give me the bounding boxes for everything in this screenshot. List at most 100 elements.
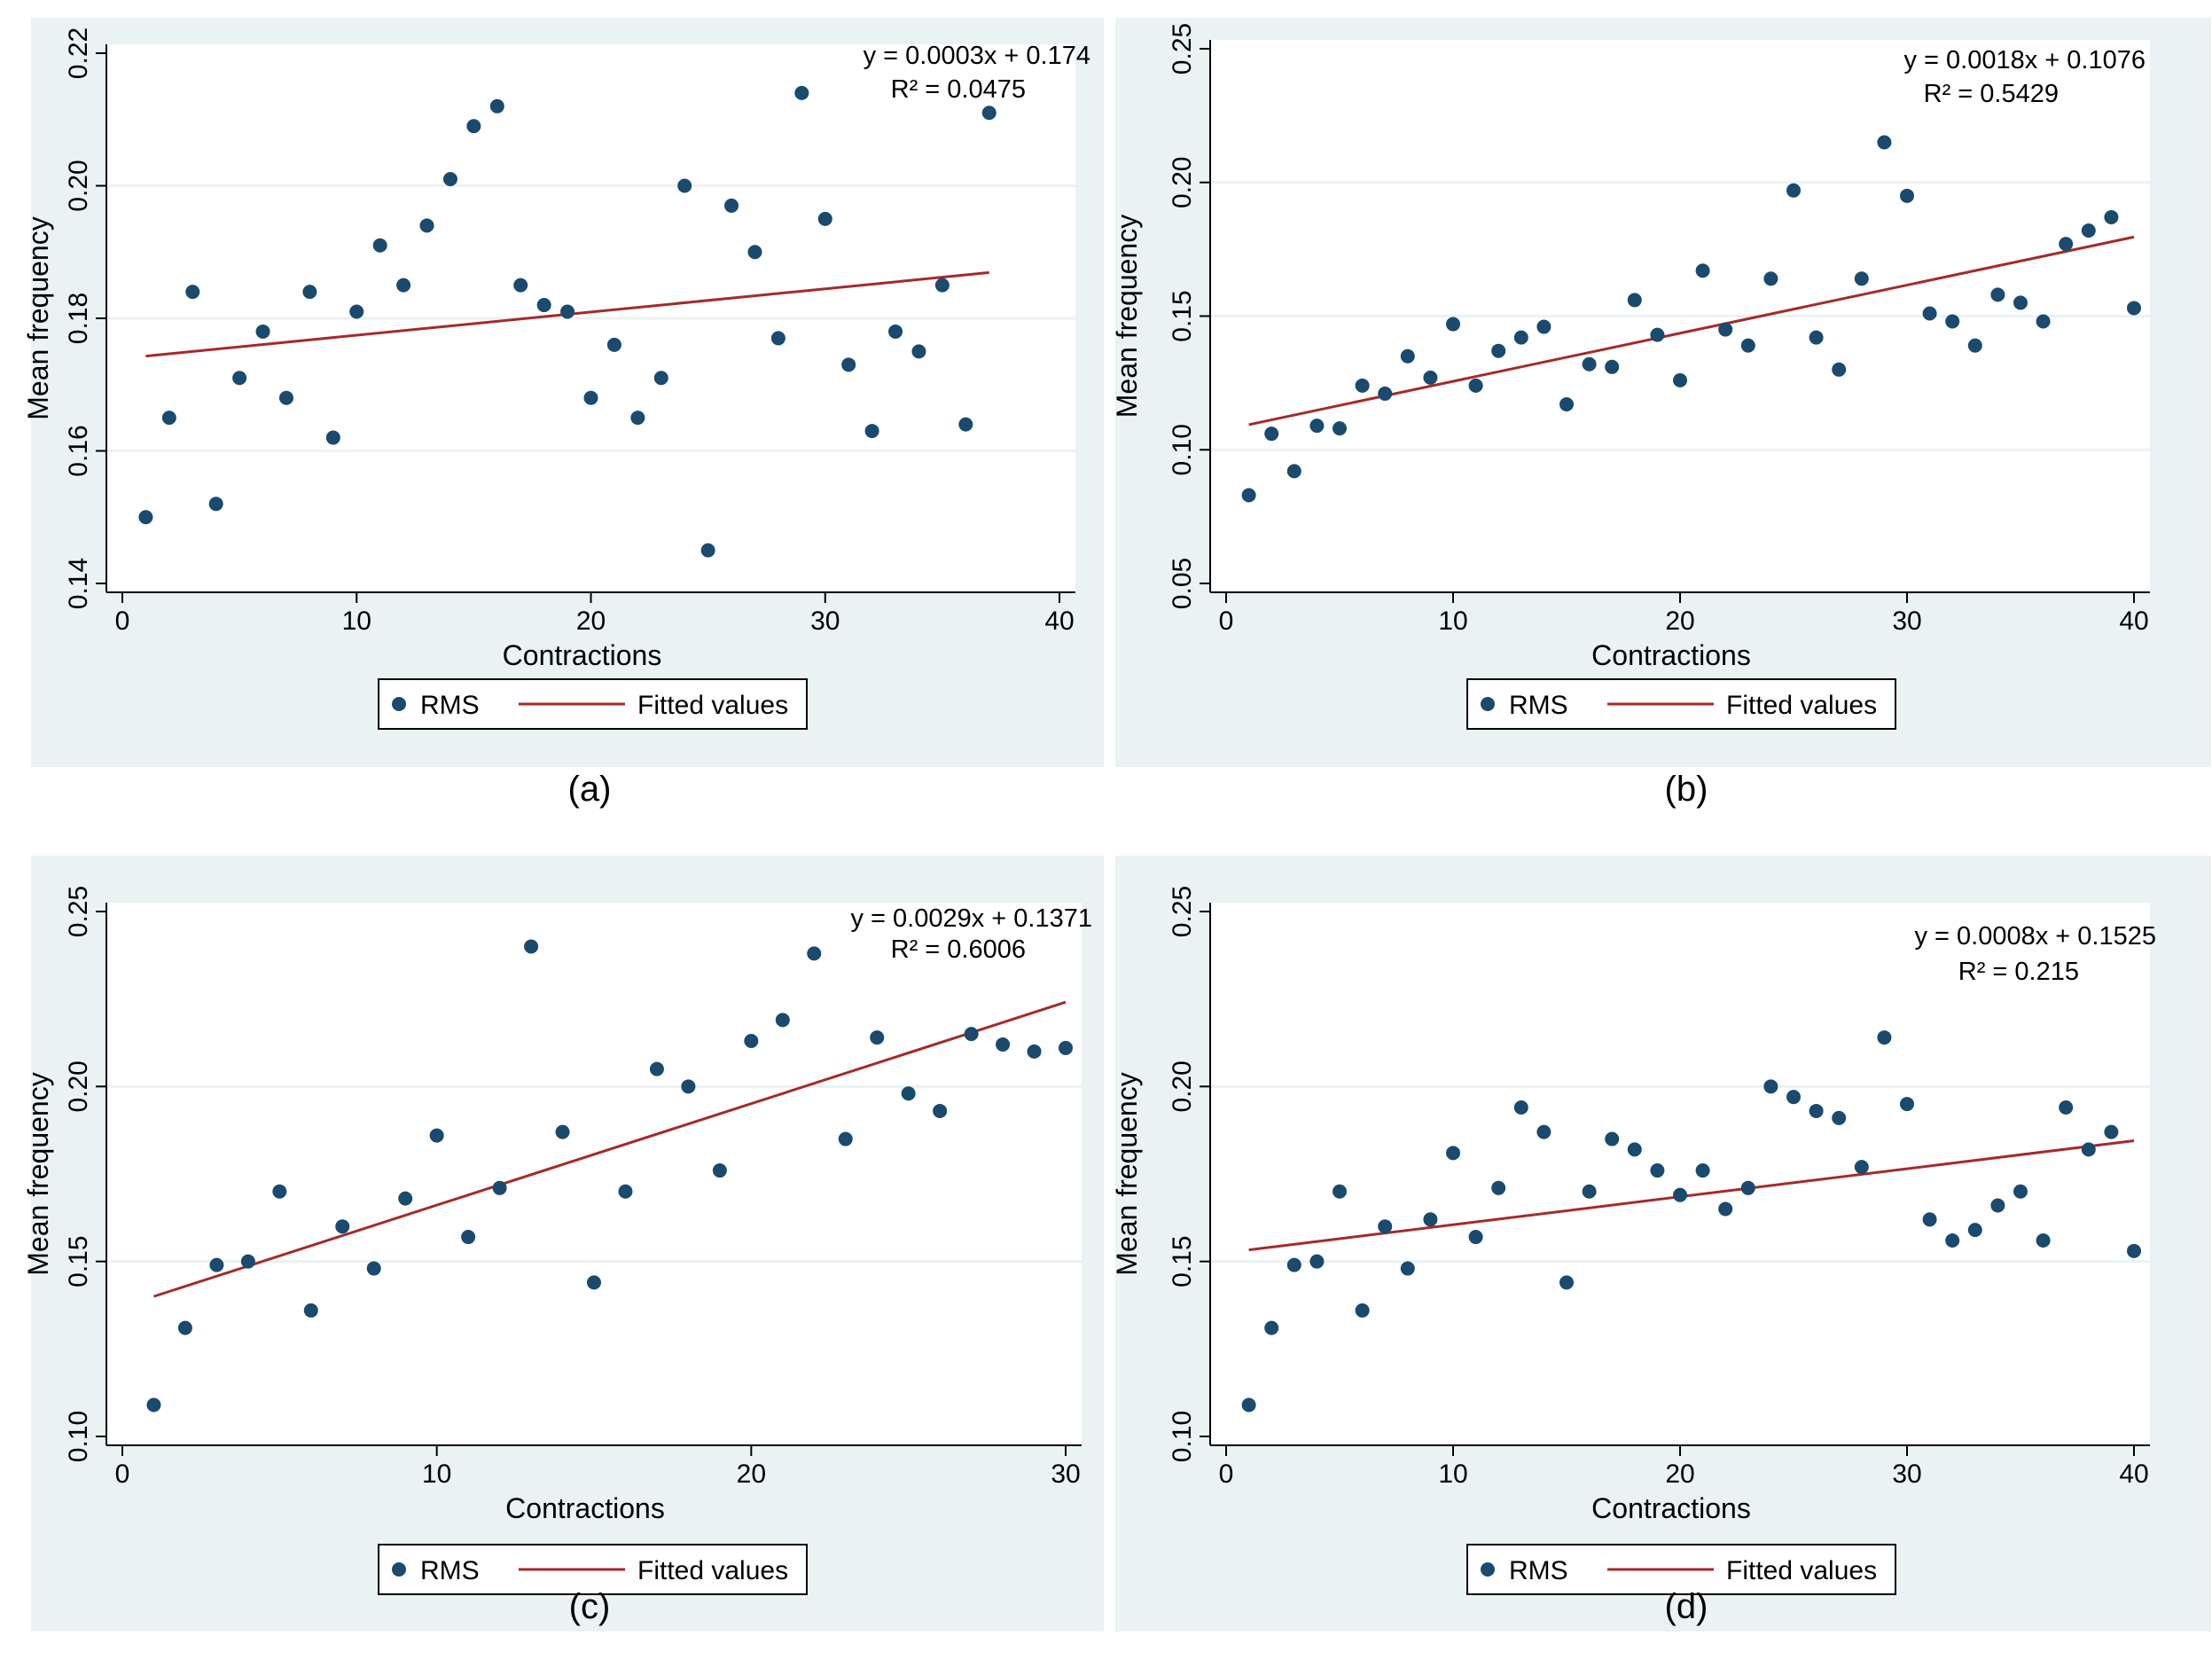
rms-point: [1877, 135, 1892, 150]
rms-point: [492, 1180, 507, 1195]
y-tick-label: 0.20: [1168, 157, 1197, 208]
y-tick-label: 0.16: [64, 425, 93, 476]
rms-point: [278, 390, 293, 405]
x-tick-label: 20: [737, 1459, 766, 1489]
rms-point: [1378, 386, 1393, 401]
x-tick-label: 0: [115, 1459, 130, 1489]
y-tick-label: 0.10: [64, 1411, 93, 1462]
rms-point: [1718, 322, 1733, 337]
rms-point: [2081, 1142, 2096, 1157]
rms-point: [513, 278, 528, 293]
rms-point: [366, 1261, 381, 1276]
rms-point: [1854, 1160, 1869, 1175]
x-tick-label: 10: [1438, 1459, 1467, 1489]
rms-point: [2127, 1243, 2141, 1258]
rms-point: [1264, 426, 1279, 442]
y-tick-label: 0.22: [64, 27, 93, 79]
legend-label-fitted: Fitted values: [1726, 691, 1877, 720]
rms-point: [185, 285, 200, 300]
plot-area: [1210, 903, 2150, 1445]
rms-point: [1446, 1146, 1460, 1161]
rms-point: [1650, 1163, 1665, 1178]
legend-label-rms: RMS: [420, 691, 480, 720]
panel-label: (c): [569, 1587, 611, 1626]
rms-point: [838, 1131, 853, 1146]
rms-point: [303, 1303, 318, 1318]
x-tick-label: 20: [1665, 606, 1694, 636]
x-tick-label: 10: [342, 606, 371, 636]
rms-point: [1695, 1163, 1710, 1178]
rms-point: [536, 298, 551, 313]
r-squared-label: R² = 0.0475: [891, 75, 1026, 104]
legend-marker-rms: [392, 697, 406, 711]
rms-point: [1877, 1030, 1892, 1045]
rms-point: [775, 1013, 790, 1028]
rms-point: [677, 178, 692, 193]
rms-point: [419, 218, 434, 233]
regression-equation: y = 0.0003x + 0.174: [864, 42, 1090, 70]
rms-point: [1832, 1110, 1847, 1125]
y-tick-label: 0.25: [1168, 886, 1197, 937]
rms-point: [1627, 1142, 1642, 1157]
rms-point: [712, 1163, 727, 1178]
rms-point: [1355, 378, 1370, 393]
y-axis-title: Mean frequency: [22, 1072, 54, 1275]
rms-point: [1809, 1103, 1824, 1118]
rms-point: [1400, 348, 1415, 364]
rms-point: [1536, 319, 1552, 334]
rms-point: [1559, 396, 1574, 411]
rms-point: [1059, 1040, 1073, 1055]
x-tick-label: 40: [1044, 606, 1074, 636]
y-tick-label: 0.14: [64, 558, 93, 609]
rms-point: [560, 304, 575, 319]
x-tick-label: 0: [1219, 606, 1234, 636]
rms-point: [841, 357, 856, 372]
legend-marker-rms: [392, 1562, 406, 1577]
rms-point: [901, 1086, 916, 1101]
y-tick-label: 0.18: [64, 293, 93, 344]
rms-point: [1241, 1397, 1256, 1412]
rms-point: [177, 1320, 192, 1335]
rms-point: [1786, 183, 1801, 198]
rms-point: [1740, 338, 1755, 353]
legend: RMS Fitted values: [1466, 678, 1896, 730]
rms-point: [335, 1219, 350, 1234]
rms-point: [587, 1275, 601, 1290]
rms-point: [1763, 1079, 1778, 1094]
rms-point: [630, 411, 645, 426]
rms-point: [272, 1184, 287, 1199]
rms-point: [1286, 1257, 1301, 1272]
rms-point: [1400, 1261, 1415, 1276]
plot-area: [106, 903, 1082, 1445]
rms-point: [429, 1128, 444, 1143]
legend-label-fitted: Fitted values: [1726, 1556, 1877, 1585]
rms-point: [1378, 1219, 1393, 1234]
regression-equation: y = 0.0029x + 0.1371: [851, 904, 1093, 933]
rms-point: [1763, 271, 1778, 286]
rms-point: [1027, 1044, 1042, 1059]
rms-point: [2036, 314, 2051, 329]
x-tick-label: 10: [422, 1459, 451, 1489]
rms-point: [2059, 237, 2074, 252]
chart-panel-4: 0.10 0.15 0.20 0.25 0 10 20 30 40 Contractions Mea…: [1111, 856, 2211, 1632]
legend: RMS Fitted values: [378, 678, 808, 730]
rms-point: [1241, 488, 1256, 503]
rms-point: [138, 510, 153, 525]
chart-panel-2: 0.05 0.10 0.15 0.20 0.25 0 10 20 30 40 Contraction…: [1111, 18, 2211, 809]
rms-point: [1468, 378, 1483, 393]
y-axis-title: Mean frequency: [1111, 215, 1143, 418]
fitted-line: [1248, 1139, 2135, 1252]
rms-point: [555, 1124, 570, 1139]
rms-point: [161, 411, 176, 426]
rms-point: [1673, 1187, 1687, 1202]
rms-point: [700, 543, 715, 558]
rms-point: [1491, 343, 1506, 358]
y-tick-label: 0.25: [1168, 23, 1197, 74]
rms-point: [794, 85, 809, 100]
x-tick-label: 20: [1665, 1459, 1694, 1489]
rms-point: [606, 337, 621, 352]
rms-point: [1333, 421, 1347, 436]
x-tick-label: 20: [576, 606, 606, 636]
legend: RMS Fitted values: [378, 1544, 808, 1595]
regression-equation: y = 0.0018x + 0.1076: [1904, 46, 2146, 74]
